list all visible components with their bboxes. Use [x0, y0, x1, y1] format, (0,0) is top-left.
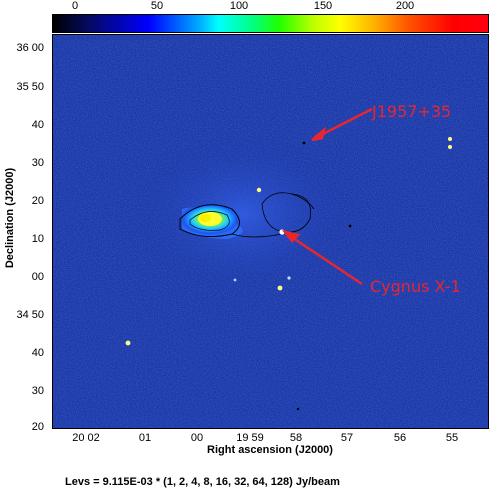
- label-j1957: J1957+35: [372, 102, 452, 121]
- arrow-head-icon: [281, 229, 301, 243]
- y-tick-label: 40: [31, 347, 44, 359]
- y-tick-label: 30: [31, 385, 44, 397]
- x-tick-label: 55: [445, 432, 459, 444]
- x-tick-label: 00: [190, 432, 204, 444]
- arrow-cygnus: [289, 234, 363, 286]
- contour-ring: [231, 192, 315, 238]
- plot-frame: [52, 34, 489, 429]
- colorbar-tick-label: 100: [229, 0, 249, 12]
- arrow-j1957: [316, 107, 373, 139]
- x-tick-label: 56: [393, 432, 407, 444]
- annotation-arrows: [281, 107, 373, 286]
- x-tick-label: 57: [340, 432, 354, 444]
- contour-levels-caption: Levs = 9.115E-03 * (1, 2, 4, 8, 16, 32, …: [65, 476, 340, 488]
- y-tick-label: 00: [31, 271, 44, 283]
- point-sources: [125, 137, 452, 411]
- colorbar: [52, 14, 489, 33]
- x-tick-label: 01: [138, 432, 152, 444]
- colorbar-tick-label: 0: [71, 0, 79, 12]
- colorbar-tick-label: 150: [313, 0, 333, 12]
- y-tick-label: 36 00: [16, 42, 44, 54]
- x-tick-label: 58: [289, 432, 303, 444]
- y-axis-label: Declination (J2000): [4, 167, 16, 269]
- x-tick-label: 20 02: [72, 432, 100, 444]
- label-cygnus-x1: Cygnus X-1: [370, 277, 461, 296]
- y-tick-label: 20: [31, 421, 44, 433]
- y-tick-label: 10: [31, 233, 44, 245]
- colorbar-tick-label: 200: [395, 0, 415, 12]
- y-tick-label: 20: [31, 195, 44, 207]
- x-axis-label: Right ascension (J2000): [207, 444, 333, 456]
- colorbar-tick-label: 50: [150, 0, 164, 12]
- diffuse-emission: [132, 134, 352, 294]
- y-tick-label: 35 50: [16, 81, 44, 93]
- y-tick-label: 40: [31, 119, 44, 131]
- x-tick-label: 19 59: [236, 432, 264, 444]
- arrow-head-icon: [311, 126, 327, 142]
- y-tick-label: 34 50: [16, 309, 44, 321]
- bright-source: [179, 203, 243, 239]
- radio-map: [52, 34, 489, 429]
- y-tick-label: 30: [31, 157, 44, 169]
